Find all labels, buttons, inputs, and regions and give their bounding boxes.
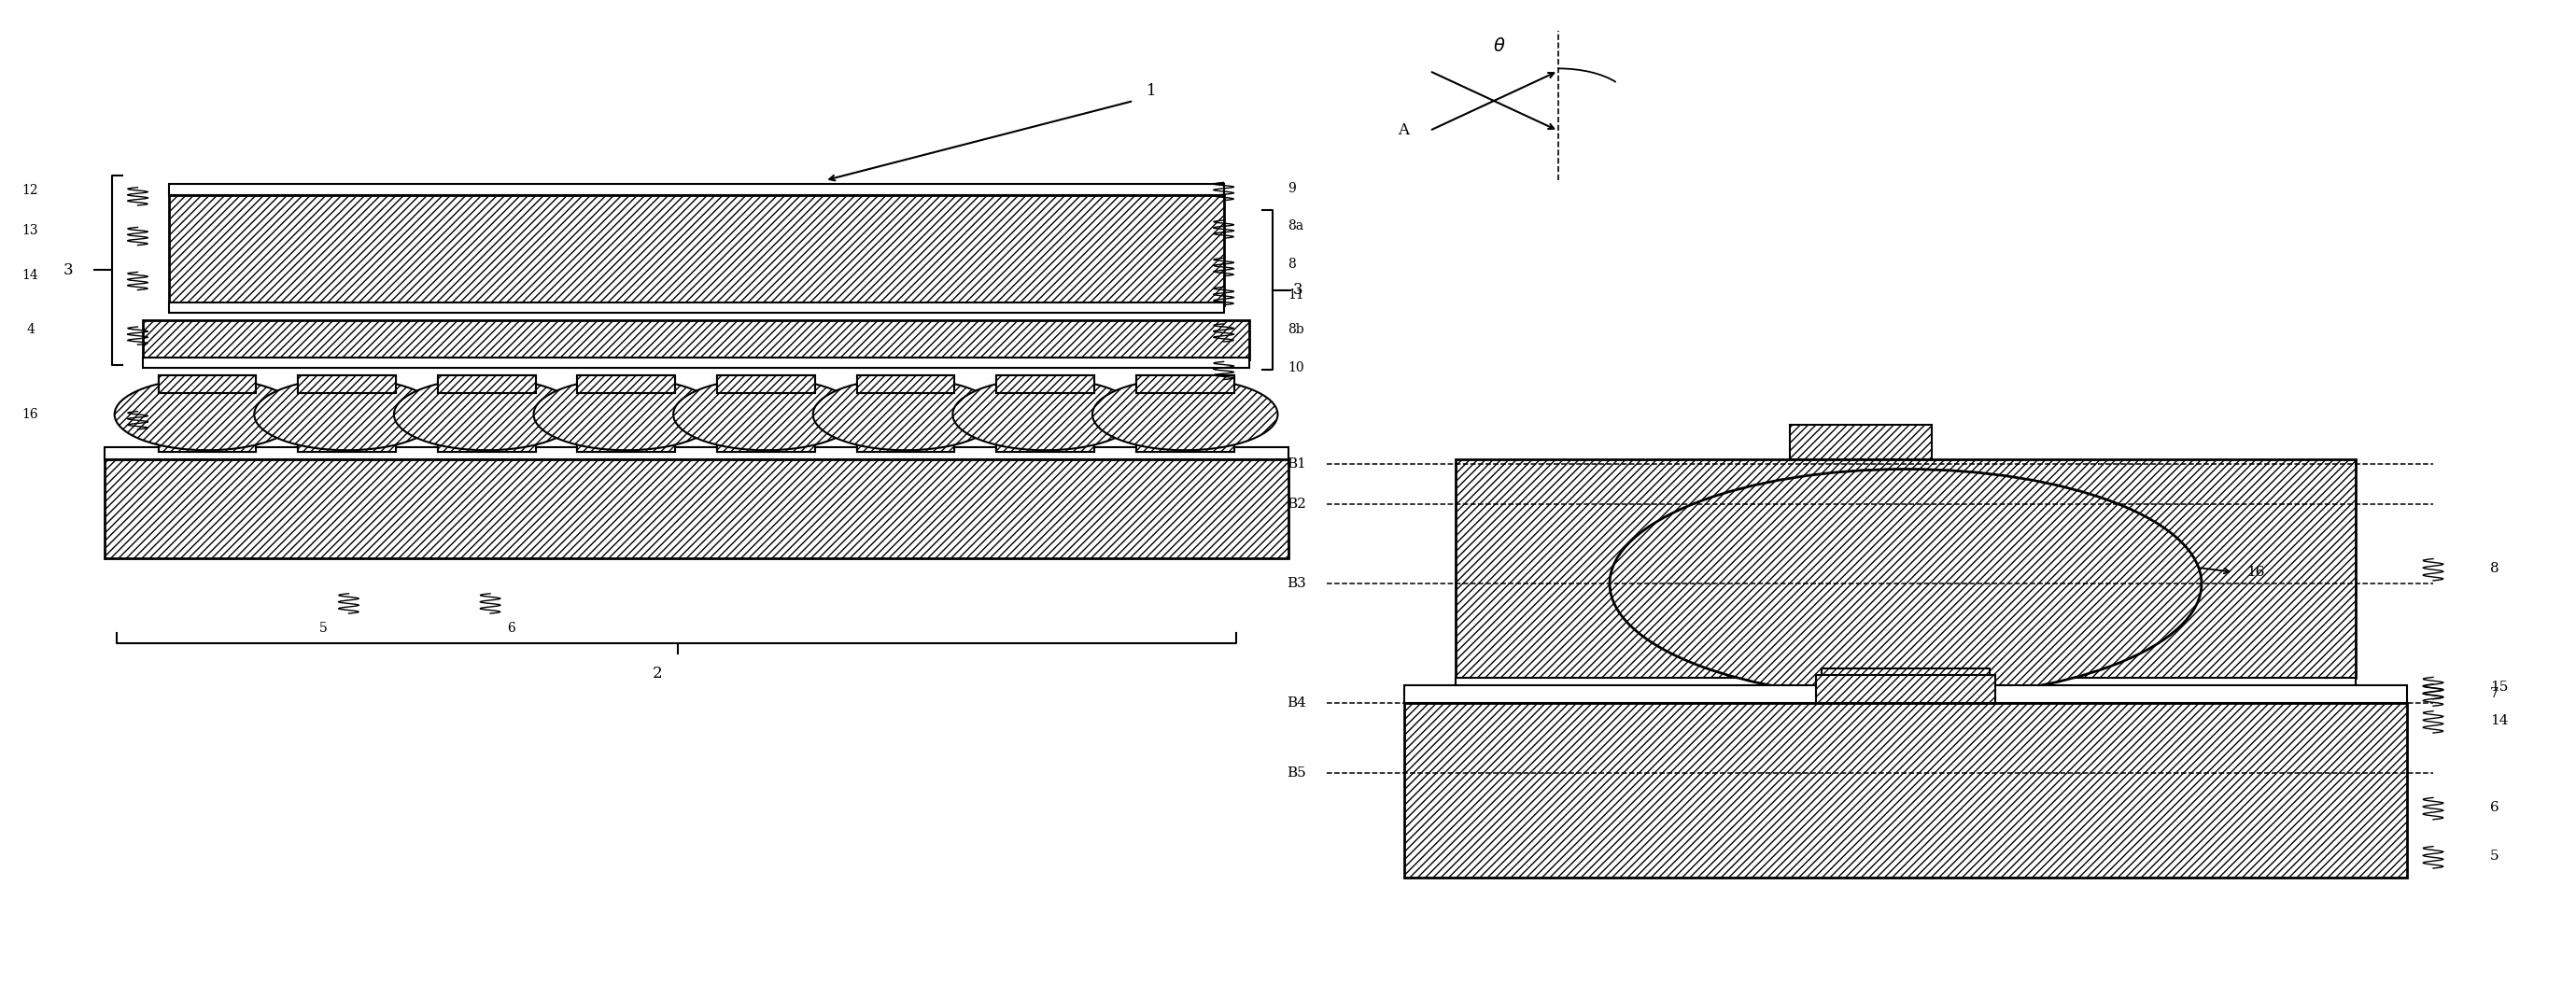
Circle shape	[255, 378, 440, 450]
Text: 16: 16	[2246, 566, 2264, 579]
Bar	[157, 375, 255, 393]
Bar	[716, 375, 814, 393]
Bar	[577, 434, 675, 452]
Bar	[142, 319, 1249, 359]
Text: 8b: 8b	[1288, 323, 1303, 336]
Text: 8: 8	[2491, 562, 2499, 575]
Text: 5: 5	[319, 622, 327, 635]
Bar	[1404, 686, 2409, 703]
Text: 7: 7	[2491, 688, 2499, 701]
Text: B3: B3	[1285, 577, 1306, 590]
Text: 11: 11	[1288, 288, 1303, 301]
Bar	[157, 429, 255, 452]
Bar	[103, 447, 1288, 459]
Text: 3: 3	[62, 262, 72, 278]
Bar	[1136, 434, 1234, 452]
Text: B5: B5	[1285, 766, 1306, 779]
Bar	[438, 375, 536, 393]
Bar	[1136, 375, 1234, 393]
Bar	[858, 375, 956, 393]
Bar	[1455, 679, 2357, 696]
Text: A: A	[1399, 123, 1409, 139]
Bar	[1404, 703, 2409, 877]
Circle shape	[1610, 469, 2202, 698]
Text: 16: 16	[21, 408, 39, 421]
Text: 6: 6	[507, 622, 515, 635]
Text: 14: 14	[21, 268, 39, 281]
Bar	[299, 429, 397, 452]
Text: 5: 5	[2491, 850, 2499, 863]
Text: 15: 15	[2491, 681, 2509, 694]
Bar	[1136, 429, 1234, 452]
Bar	[577, 375, 675, 393]
Bar	[142, 357, 1249, 367]
Circle shape	[814, 378, 999, 450]
Text: 1: 1	[1146, 83, 1157, 99]
Text: 3: 3	[1293, 282, 1303, 297]
Text: 8a: 8a	[1288, 220, 1303, 233]
Bar	[858, 434, 956, 452]
Bar	[438, 434, 536, 452]
Bar	[299, 434, 397, 452]
Text: $\theta$: $\theta$	[1492, 37, 1504, 55]
Bar	[1821, 669, 1989, 696]
Text: 2: 2	[652, 666, 662, 681]
Text: 8: 8	[1288, 257, 1296, 270]
Circle shape	[113, 378, 299, 450]
Text: B2: B2	[1285, 497, 1306, 511]
Circle shape	[394, 378, 580, 450]
Bar	[1790, 424, 1932, 459]
Bar	[577, 375, 675, 393]
Bar	[167, 196, 1224, 305]
Text: B4: B4	[1285, 697, 1306, 710]
Bar	[997, 375, 1095, 393]
Bar	[103, 459, 1288, 559]
Text: 9: 9	[1288, 182, 1296, 195]
Circle shape	[1092, 378, 1278, 450]
Bar	[858, 375, 956, 393]
Bar	[577, 429, 675, 452]
Circle shape	[533, 378, 719, 450]
Text: 14: 14	[2491, 715, 2509, 728]
Text: 12: 12	[21, 184, 39, 197]
Bar	[1455, 459, 2357, 679]
Text: 6: 6	[2491, 801, 2499, 814]
Bar	[438, 375, 536, 393]
Bar	[858, 429, 956, 452]
Bar	[997, 429, 1095, 452]
Bar	[167, 303, 1224, 312]
Bar	[299, 375, 397, 393]
Circle shape	[953, 378, 1139, 450]
Bar	[716, 434, 814, 452]
Bar	[157, 434, 255, 452]
Bar	[716, 375, 814, 393]
Bar	[167, 184, 1224, 196]
Bar	[1136, 375, 1234, 393]
Text: 10: 10	[1288, 361, 1303, 374]
Bar	[997, 375, 1095, 393]
Bar	[438, 429, 536, 452]
Bar	[157, 375, 255, 393]
Text: 4: 4	[26, 323, 36, 336]
Bar	[1816, 676, 1996, 703]
Bar	[299, 375, 397, 393]
Text: 13: 13	[21, 224, 39, 237]
Bar	[716, 429, 814, 452]
Bar	[997, 434, 1095, 452]
Circle shape	[672, 378, 858, 450]
Text: B1: B1	[1285, 458, 1306, 471]
